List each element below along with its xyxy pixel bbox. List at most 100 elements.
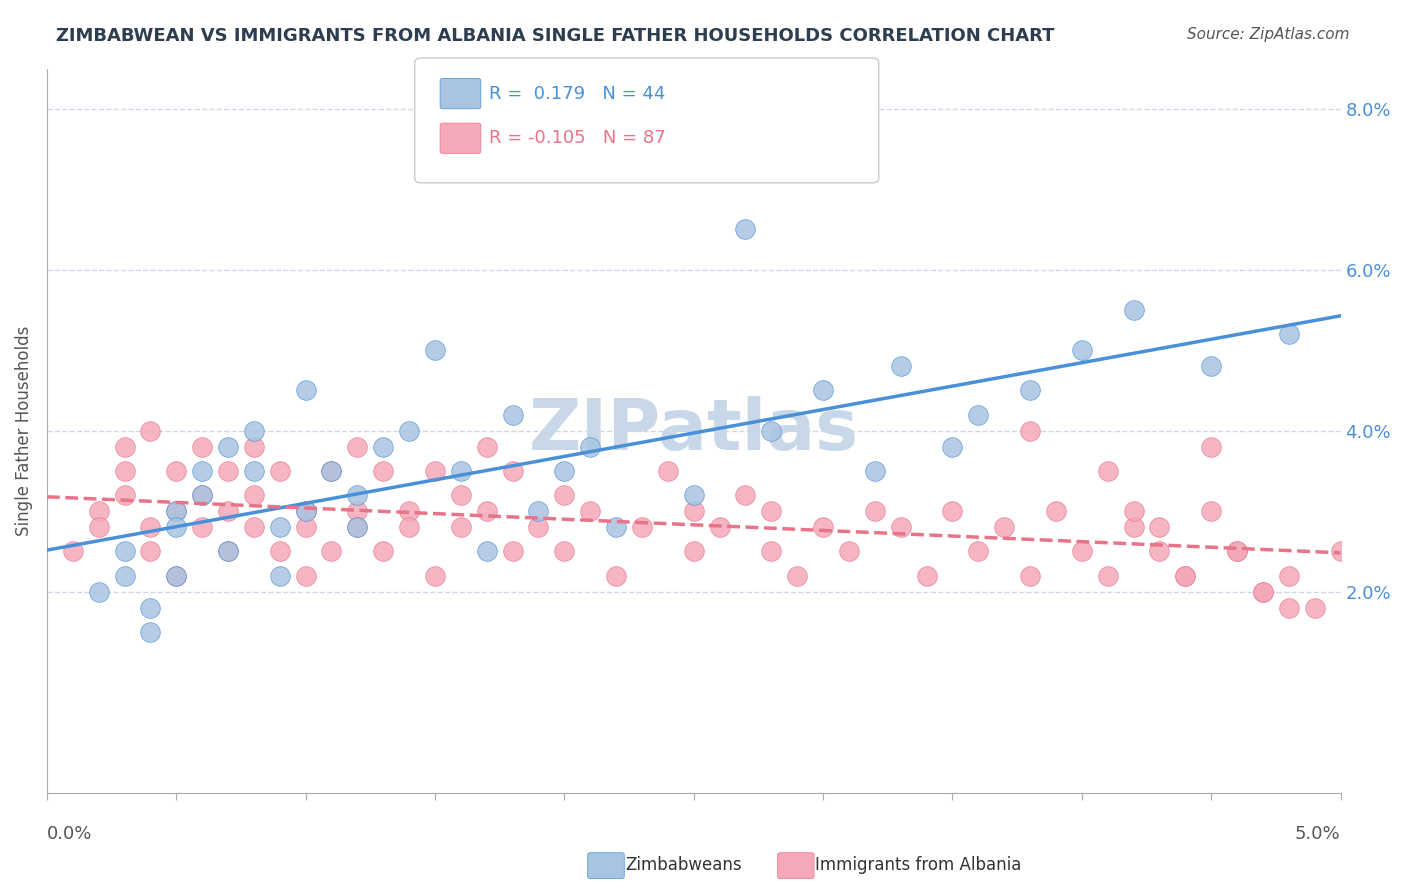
Point <box>1226 544 1249 558</box>
Point <box>294 384 316 398</box>
Point <box>165 504 187 518</box>
Point <box>423 343 446 358</box>
Point <box>62 544 84 558</box>
Point <box>191 488 214 502</box>
Text: Zimbabweans: Zimbabweans <box>626 856 742 874</box>
Point <box>1019 568 1042 582</box>
Point <box>967 408 990 422</box>
Point <box>346 520 368 534</box>
Point <box>165 464 187 478</box>
Point <box>243 424 266 438</box>
Point <box>475 440 498 454</box>
Point <box>450 520 472 534</box>
Text: R = -0.105   N = 87: R = -0.105 N = 87 <box>489 129 666 147</box>
Point <box>502 464 524 478</box>
Point <box>139 520 162 534</box>
Point <box>761 504 783 518</box>
Point <box>243 464 266 478</box>
Point <box>527 520 550 534</box>
Point <box>373 440 395 454</box>
Point <box>502 408 524 422</box>
Point <box>398 504 420 518</box>
Point <box>1174 568 1197 582</box>
Point <box>191 520 214 534</box>
Point <box>502 544 524 558</box>
Point <box>527 504 550 518</box>
Point <box>890 359 912 374</box>
Point <box>553 464 575 478</box>
Point <box>605 568 627 582</box>
Point <box>87 584 110 599</box>
Point <box>165 568 187 582</box>
Point <box>1199 504 1222 518</box>
Point <box>1278 327 1301 342</box>
Point <box>1199 440 1222 454</box>
Point <box>1199 359 1222 374</box>
Point <box>294 504 316 518</box>
Point <box>114 440 136 454</box>
Point <box>87 520 110 534</box>
Point <box>114 488 136 502</box>
Point <box>321 464 343 478</box>
Text: ZIMBABWEAN VS IMMIGRANTS FROM ALBANIA SINGLE FATHER HOUSEHOLDS CORRELATION CHART: ZIMBABWEAN VS IMMIGRANTS FROM ALBANIA SI… <box>56 27 1054 45</box>
Point <box>1097 568 1119 582</box>
Point <box>346 488 368 502</box>
Point <box>1174 568 1197 582</box>
Y-axis label: Single Father Households: Single Father Households <box>15 326 32 536</box>
Point <box>915 568 938 582</box>
Point <box>165 504 187 518</box>
Point <box>1226 544 1249 558</box>
Point <box>734 488 756 502</box>
Point <box>321 464 343 478</box>
Point <box>838 544 860 558</box>
Point <box>191 464 214 478</box>
Point <box>553 488 575 502</box>
Point <box>139 424 162 438</box>
Point <box>1122 302 1144 317</box>
Point <box>811 520 834 534</box>
Point <box>217 440 239 454</box>
Point <box>165 520 187 534</box>
Point <box>967 544 990 558</box>
Point <box>243 488 266 502</box>
Point <box>217 544 239 558</box>
Point <box>475 504 498 518</box>
Point <box>786 568 808 582</box>
Point <box>269 568 291 582</box>
Point <box>321 544 343 558</box>
Point <box>450 464 472 478</box>
Text: 0.0%: 0.0% <box>46 825 93 843</box>
Point <box>1122 504 1144 518</box>
Point <box>657 464 679 478</box>
Point <box>863 464 886 478</box>
Point <box>863 504 886 518</box>
Point <box>761 544 783 558</box>
Point <box>294 504 316 518</box>
Point <box>398 424 420 438</box>
Point <box>373 464 395 478</box>
Point <box>1070 343 1092 358</box>
Point <box>1019 424 1042 438</box>
Point <box>579 440 602 454</box>
Point <box>1070 544 1092 558</box>
Point <box>1149 520 1171 534</box>
Point <box>811 384 834 398</box>
Point <box>941 440 963 454</box>
Point <box>269 464 291 478</box>
Point <box>165 568 187 582</box>
Point <box>734 222 756 236</box>
Point <box>1251 584 1274 599</box>
Point <box>709 520 731 534</box>
Point <box>631 520 654 534</box>
Text: R =  0.179   N = 44: R = 0.179 N = 44 <box>489 85 665 103</box>
Point <box>475 544 498 558</box>
Point <box>114 568 136 582</box>
Point <box>346 504 368 518</box>
Point <box>941 504 963 518</box>
Point <box>423 464 446 478</box>
Point <box>450 488 472 502</box>
Point <box>890 520 912 534</box>
Text: 5.0%: 5.0% <box>1295 825 1340 843</box>
Point <box>761 424 783 438</box>
Point <box>1278 568 1301 582</box>
